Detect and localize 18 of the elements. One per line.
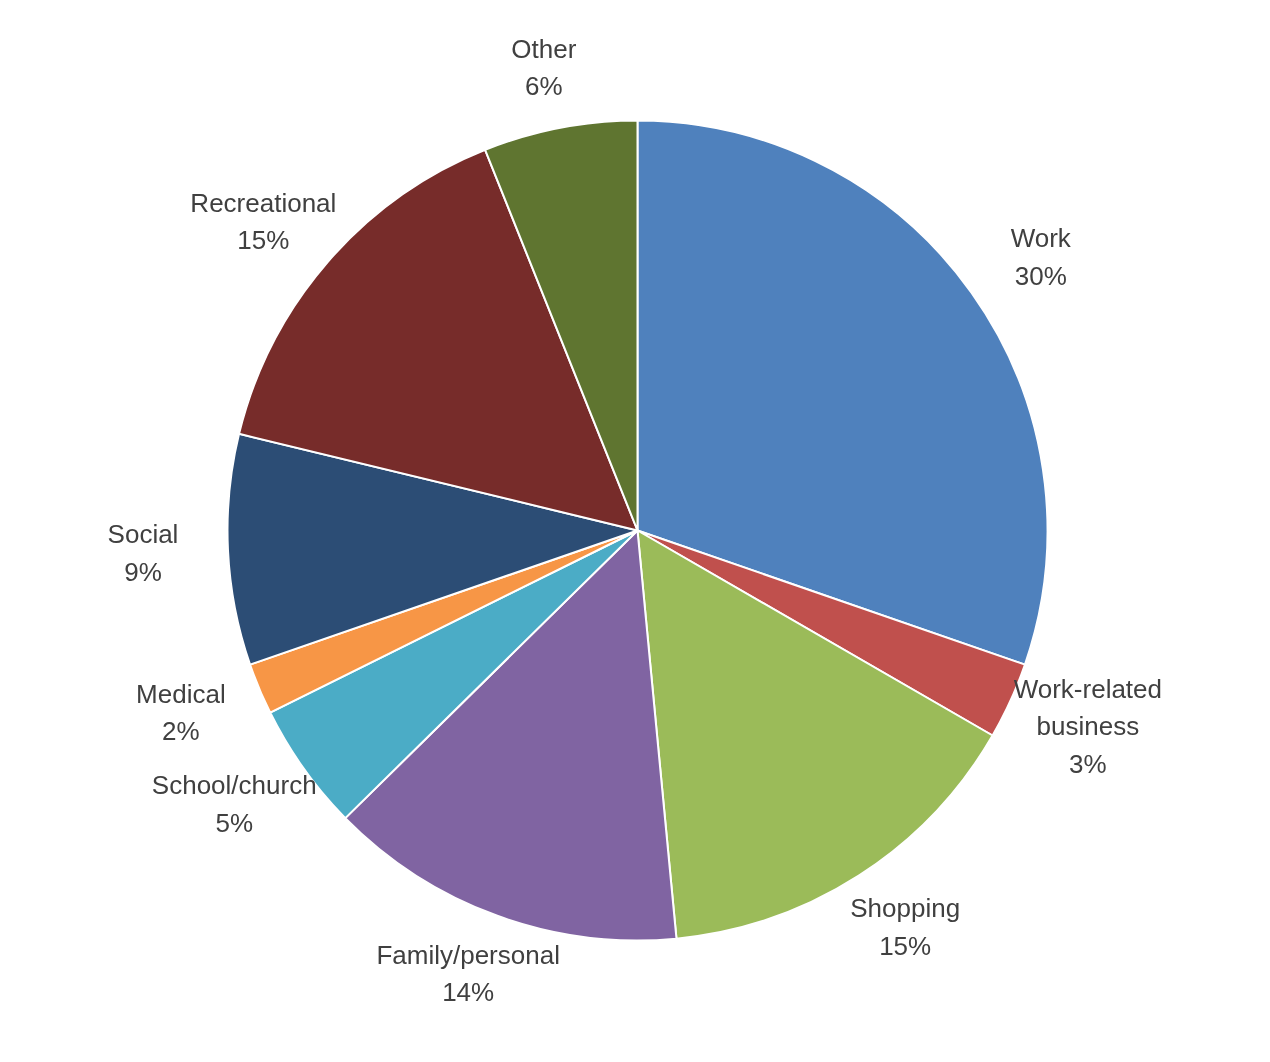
data-label: 6% <box>525 71 563 102</box>
data-label: 9% <box>124 556 162 587</box>
slice-label: Recreational <box>190 187 337 218</box>
slice-label: Work <box>1010 223 1072 254</box>
data-label: 3% <box>1069 748 1107 779</box>
slice-label: Family/personal <box>376 939 560 970</box>
data-label: 2% <box>162 716 200 747</box>
slice-label: Other <box>511 33 577 64</box>
data-label: 30% <box>1014 260 1067 291</box>
data-label: 15% <box>879 930 932 961</box>
slice-label: Shopping <box>850 893 961 924</box>
data-label: 5% <box>215 807 254 838</box>
slice-label: School/church <box>151 770 317 801</box>
slice-label: Work-related business <box>1013 673 1163 742</box>
slice-label: Social <box>107 519 179 550</box>
data-label: 14% <box>442 977 495 1008</box>
data-label: 15% <box>237 225 290 256</box>
slice-label: Medical <box>136 678 226 709</box>
